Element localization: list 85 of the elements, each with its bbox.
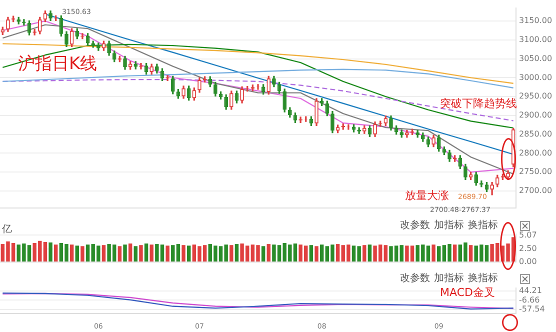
bar <box>134 246 138 262</box>
y-tick-label: 2750.00 <box>519 167 552 176</box>
bar <box>230 245 234 262</box>
annotation: MACD金叉 <box>440 286 495 299</box>
y-tick-label: 2950.00 <box>519 92 552 101</box>
bar <box>54 244 58 262</box>
candlestick <box>464 164 468 180</box>
bar <box>320 244 324 262</box>
text: 加指标 <box>434 273 464 284</box>
candlestick <box>155 64 159 74</box>
candlestick <box>420 132 425 142</box>
bar <box>368 244 372 262</box>
y-tick-label: 2.50 <box>519 244 537 253</box>
y-tick-label: 3100.00 <box>519 34 552 44</box>
bar <box>400 245 404 262</box>
bar <box>468 245 473 262</box>
candlestick <box>389 116 393 131</box>
candlestick <box>182 86 186 99</box>
bar <box>139 245 143 262</box>
bar <box>234 244 239 262</box>
y-tick-label: 44.21 <box>519 286 542 295</box>
candlestick <box>506 170 510 180</box>
candlestick <box>490 182 494 196</box>
bar <box>314 246 318 262</box>
annotation: 突破下降趋势线 <box>440 97 517 110</box>
y-tick-label: 3000.00 <box>519 72 552 82</box>
y-tick-label: 2900.00 <box>519 110 552 120</box>
candlestick <box>314 98 318 126</box>
bar <box>166 246 170 262</box>
y-tick-label: -6.66 <box>519 295 540 304</box>
candlestick <box>373 122 377 137</box>
bar <box>437 246 441 262</box>
text: 换指标 <box>468 273 498 284</box>
bar <box>123 244 127 262</box>
text: 改参数 <box>400 273 430 284</box>
bar <box>176 244 180 262</box>
y-tick-label: 3150.00 <box>519 16 552 26</box>
annotation: 放量大涨 <box>405 189 449 202</box>
y-tick-label: -57.54 <box>519 304 545 314</box>
bar <box>384 245 388 262</box>
text: 加指标 <box>434 220 464 231</box>
bar <box>102 245 106 262</box>
bar <box>128 244 132 262</box>
y-tick-label: 3050.00 <box>519 54 552 63</box>
bar <box>171 245 175 262</box>
candlestick <box>198 77 202 93</box>
bar <box>266 244 270 262</box>
bar <box>362 245 366 262</box>
candlestick <box>6 16 10 32</box>
candlestick <box>288 107 292 118</box>
bar <box>80 246 84 262</box>
bar <box>118 246 122 262</box>
bar <box>309 245 314 262</box>
bar <box>182 245 186 262</box>
y-tick-label: 5.07 <box>519 230 537 240</box>
candlestick <box>64 31 68 48</box>
bar <box>261 246 266 262</box>
candlestick <box>330 110 334 134</box>
bar <box>150 244 154 262</box>
bar <box>70 244 74 262</box>
annotation: 沪指日K线 <box>18 54 98 74</box>
y-tick-label: 2700.00 <box>519 186 552 196</box>
candlestick <box>448 150 452 162</box>
text: 改参数 <box>400 220 430 231</box>
bar <box>144 244 148 262</box>
candlestick <box>272 76 276 88</box>
candlestick <box>48 10 52 21</box>
y-tick-label: 2850.00 <box>519 129 552 138</box>
bar <box>336 244 340 262</box>
candlestick <box>432 134 436 148</box>
candlestick <box>240 86 244 104</box>
bar <box>186 246 191 262</box>
bar <box>48 242 52 262</box>
candlestick <box>336 124 340 134</box>
y-tick-label: 2800.00 <box>519 148 552 158</box>
y-tick-label: 0.00 <box>519 257 537 266</box>
bar <box>452 244 457 262</box>
bar <box>75 246 79 262</box>
bar <box>432 244 436 262</box>
candlestick <box>442 146 446 156</box>
y-axis-title: 亿 <box>2 223 12 236</box>
candlestick <box>224 94 228 110</box>
text: 换指标 <box>468 220 498 231</box>
candlestick <box>123 56 127 70</box>
candlestick <box>214 82 218 97</box>
